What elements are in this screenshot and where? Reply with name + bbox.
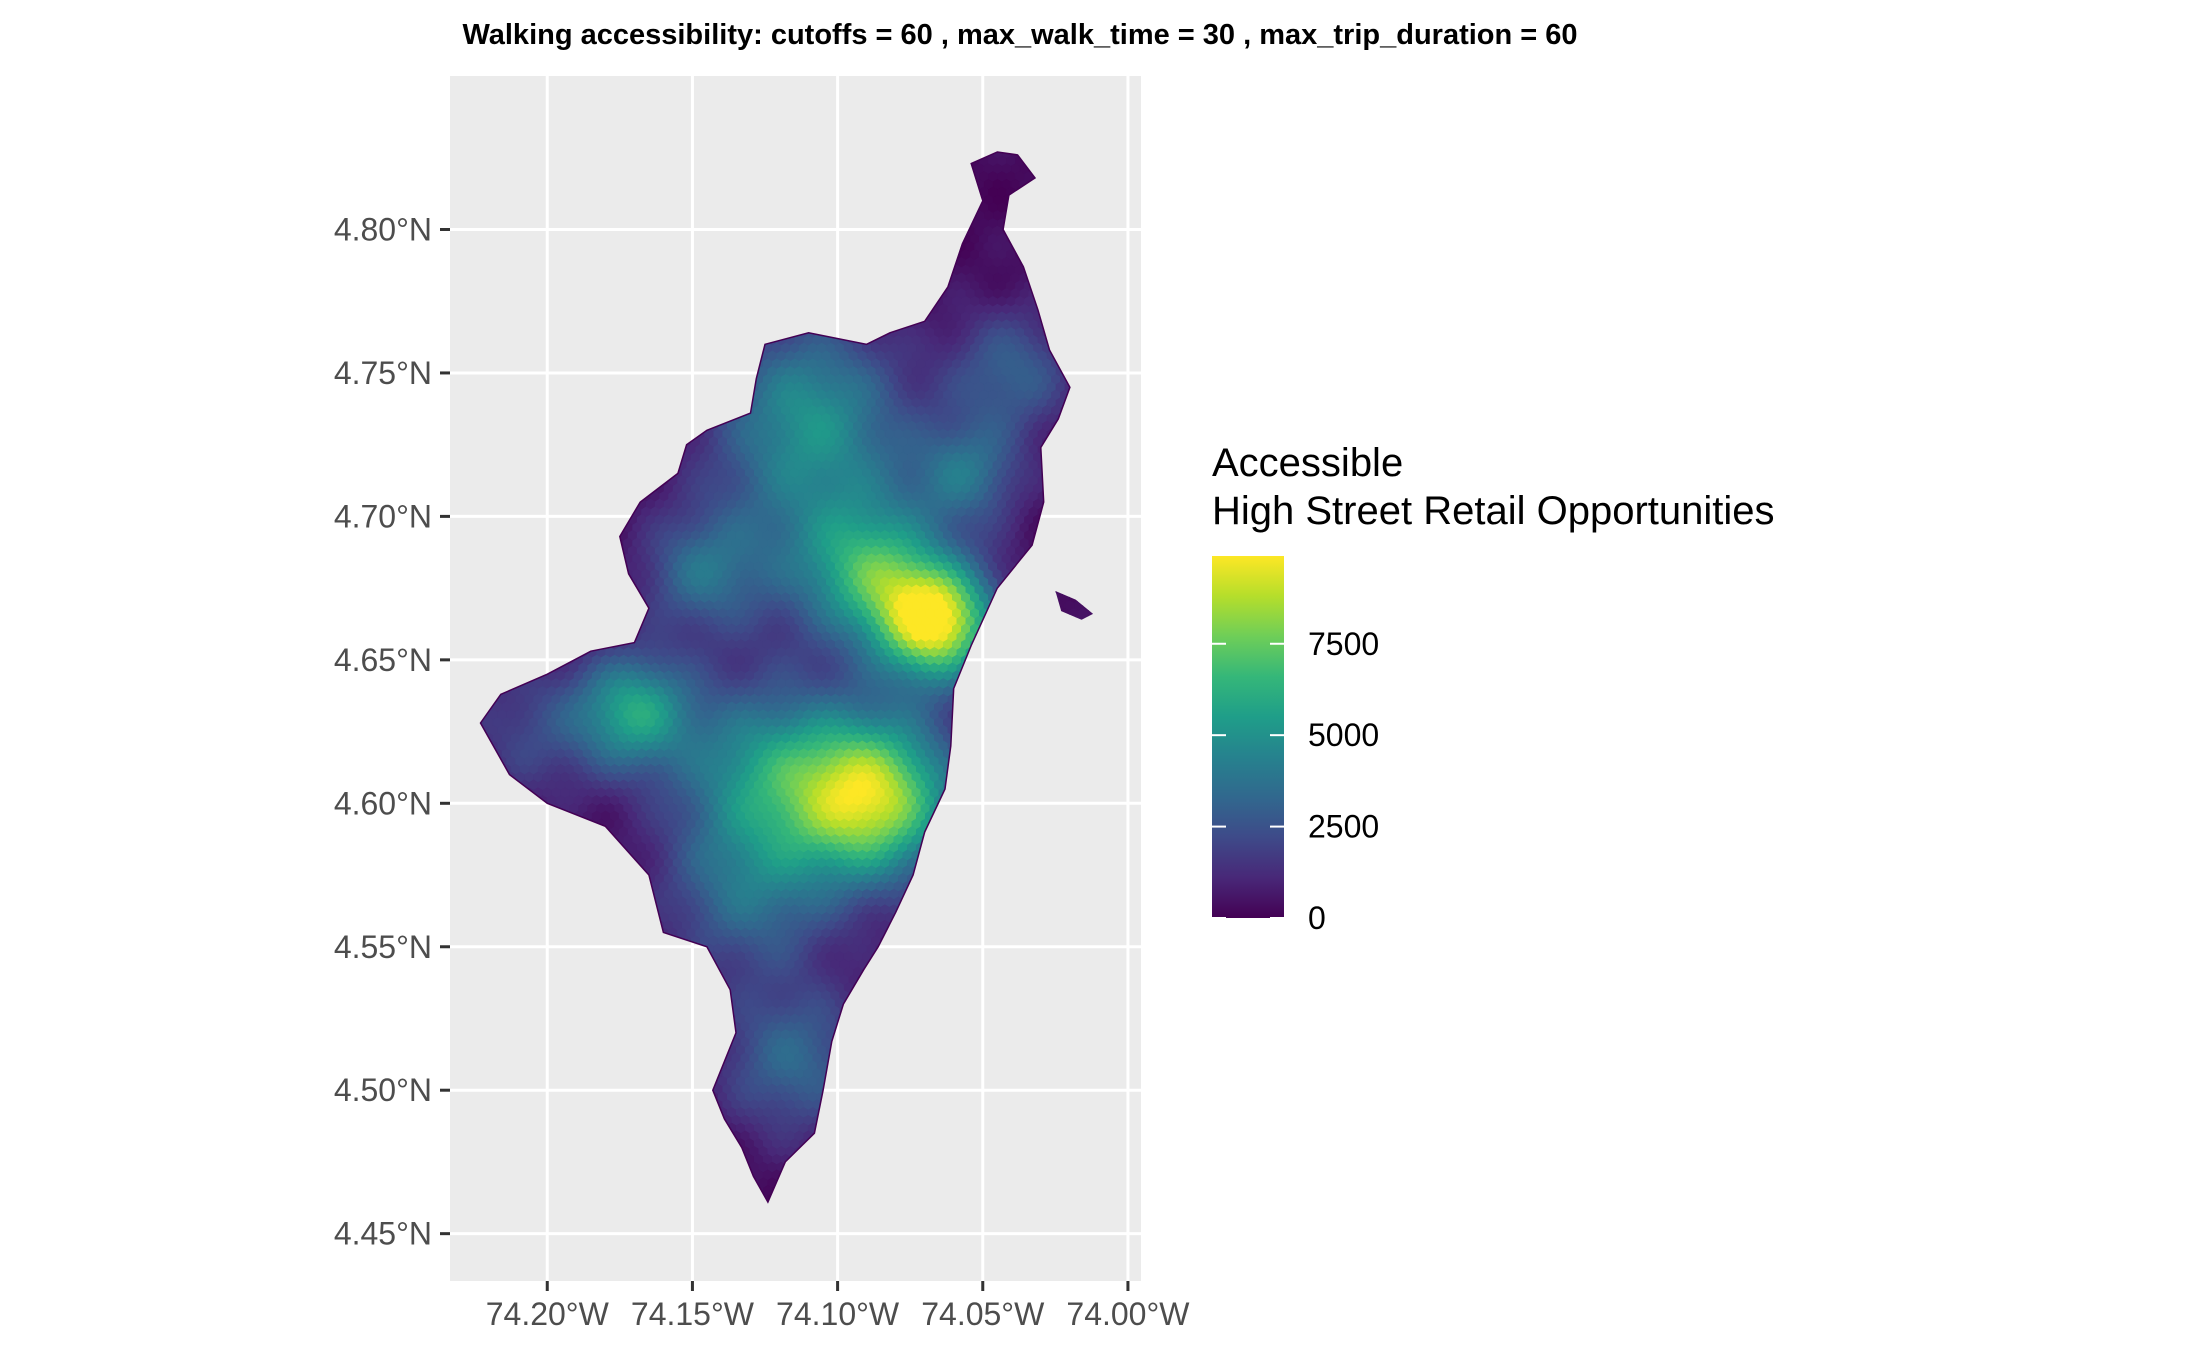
plot-title: Walking accessibility: cutoffs = 60 , ma…	[462, 19, 1577, 51]
